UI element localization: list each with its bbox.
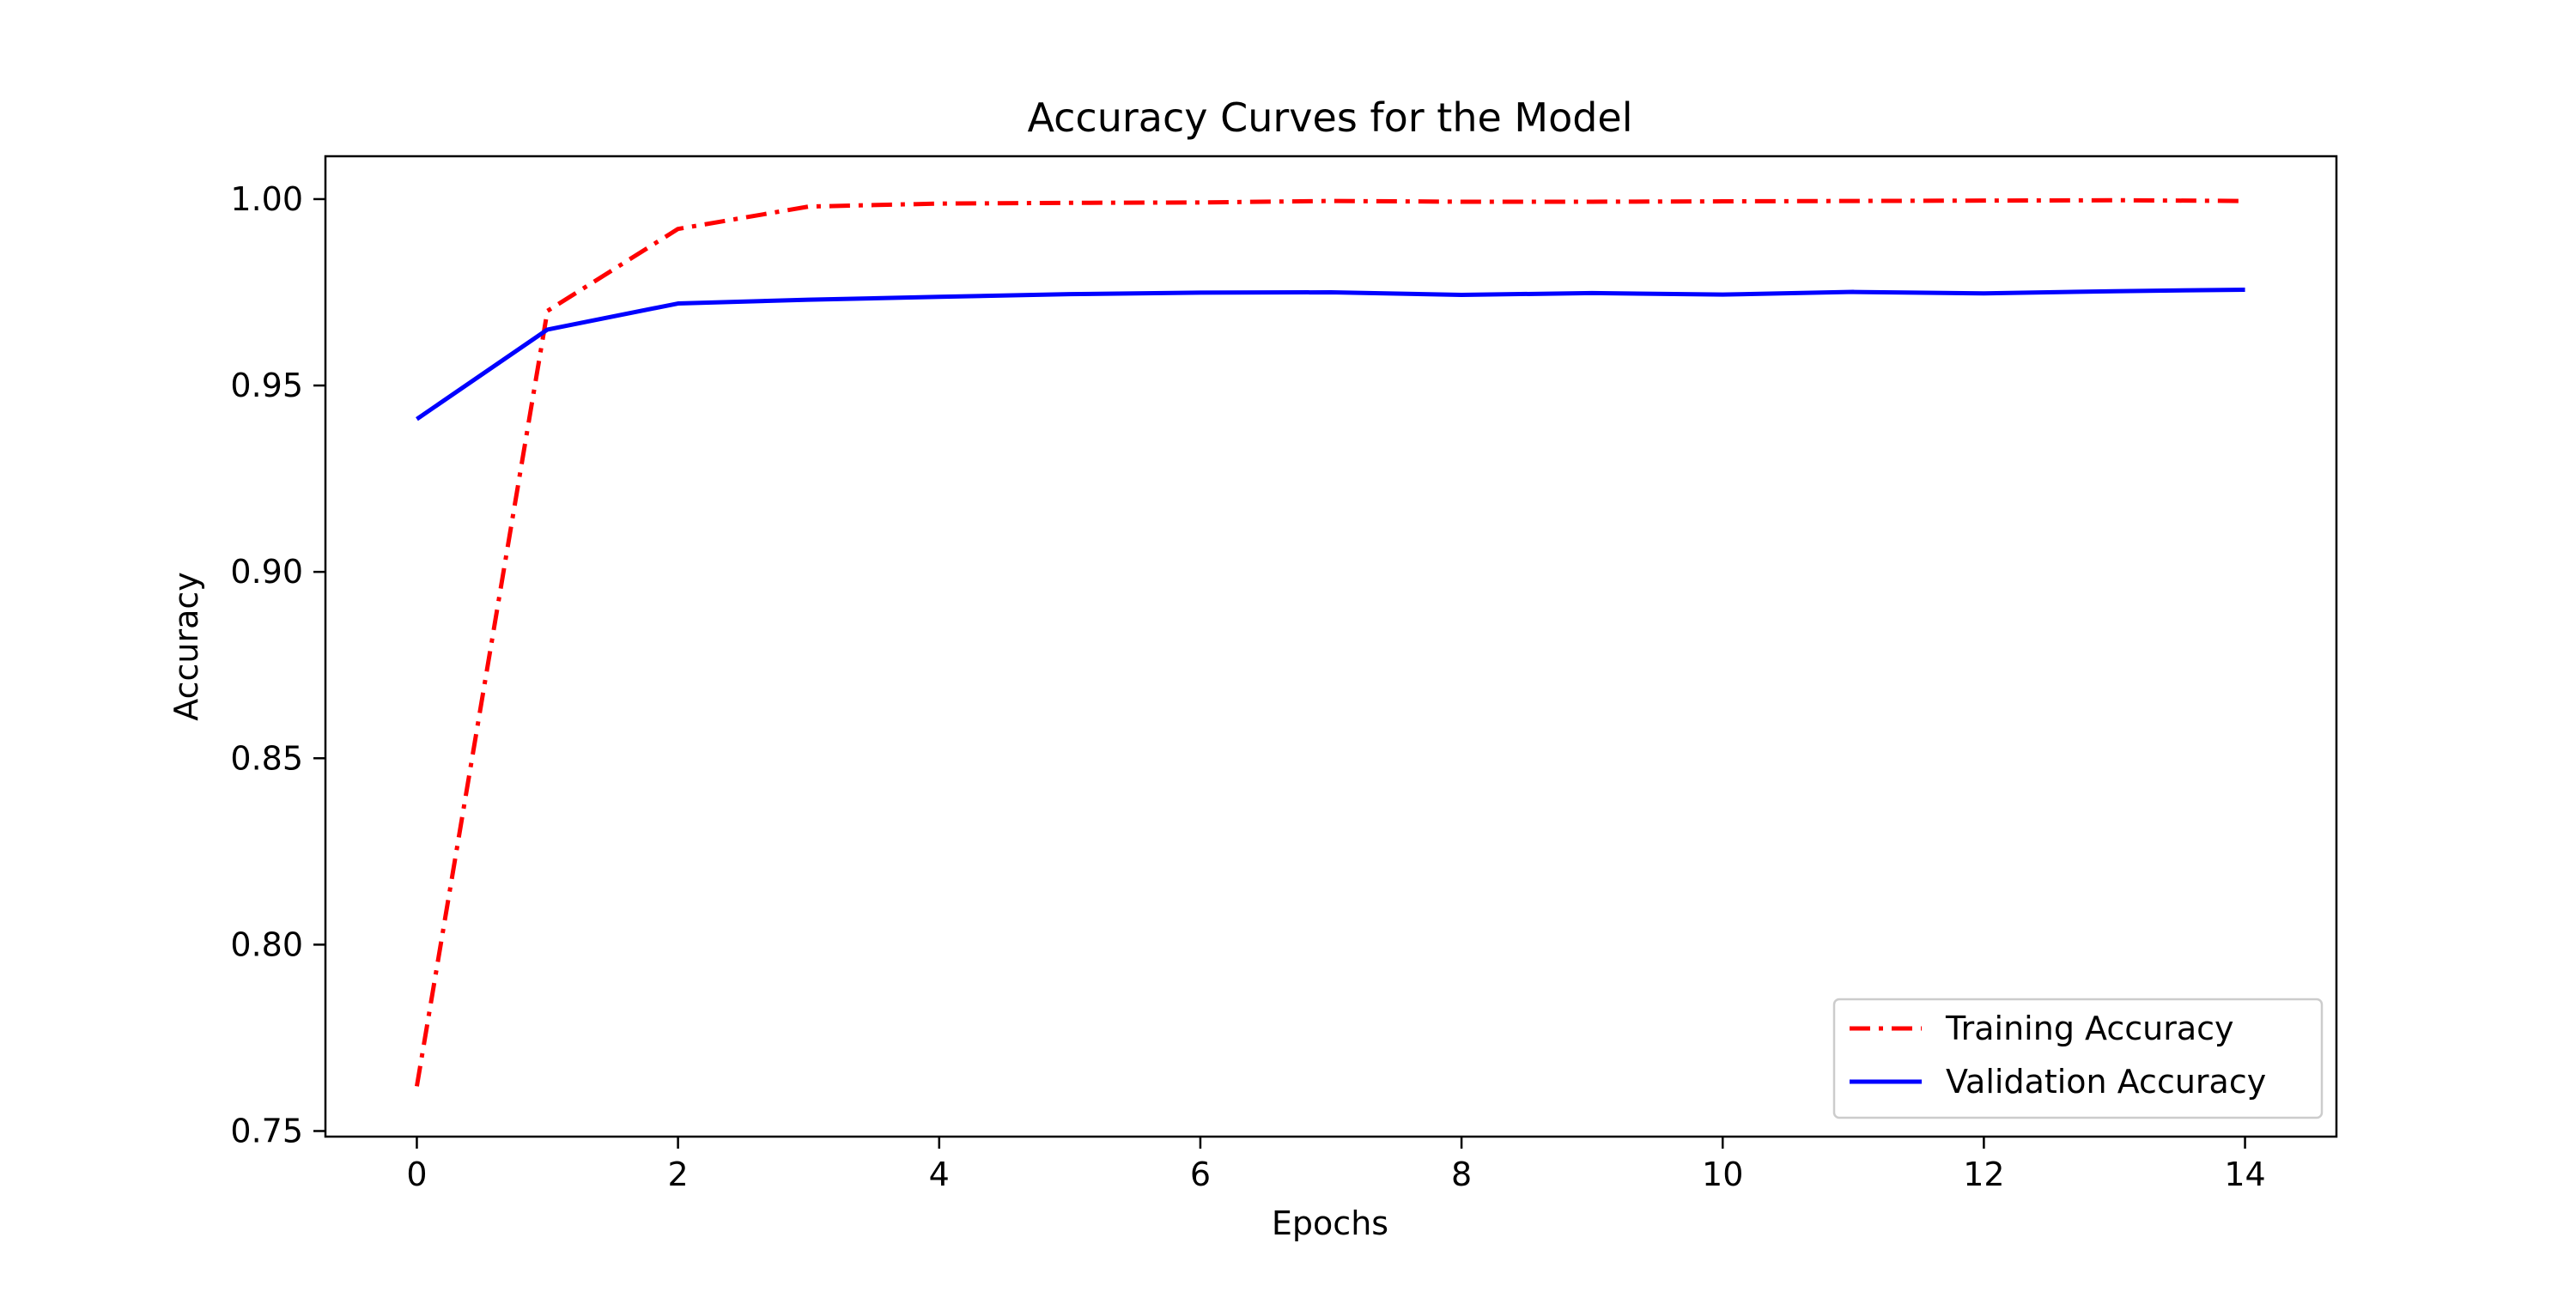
chart-title: Accuracy Curves for the Model bbox=[1027, 94, 1632, 141]
y-tick-label: 1.00 bbox=[230, 180, 303, 218]
x-axis-label: Epochs bbox=[1272, 1204, 1388, 1242]
y-tick-label: 0.80 bbox=[230, 925, 303, 963]
axes-frame bbox=[324, 155, 2338, 1138]
x-tick-label: 8 bbox=[1451, 1156, 1472, 1193]
x-tick-label: 0 bbox=[406, 1156, 427, 1193]
y-tick-label: 0.85 bbox=[230, 739, 303, 777]
x-tick-label: 2 bbox=[668, 1156, 689, 1193]
x-tick-label: 14 bbox=[2224, 1156, 2265, 1193]
chart-legend: Training Accuracy Validation Accuracy bbox=[1832, 998, 2324, 1119]
legend-box bbox=[1832, 998, 2324, 1119]
plot-area: 0 2 4 6 8 10 12 14 0.75 0.80 0.85 0.90 0.95 1.00 bbox=[230, 155, 2338, 1193]
y-axis-label: Accuracy bbox=[167, 572, 205, 721]
legend-label-validation: Validation Accuracy bbox=[1946, 1063, 2266, 1101]
x-tick-label: 4 bbox=[929, 1156, 950, 1193]
series-line-validation-accuracy bbox=[416, 287, 2245, 422]
y-tick-label: 0.90 bbox=[230, 553, 303, 591]
x-tick-label: 6 bbox=[1190, 1156, 1211, 1193]
legend-label-training: Training Accuracy bbox=[1945, 1010, 2234, 1047]
series-line-training-accuracy bbox=[414, 197, 2245, 1087]
x-tick-label: 10 bbox=[1702, 1156, 1743, 1193]
x-tick-label: 12 bbox=[1963, 1156, 2004, 1193]
y-tick-label: 0.75 bbox=[230, 1112, 303, 1149]
y-tick-label: 0.95 bbox=[230, 367, 303, 404]
